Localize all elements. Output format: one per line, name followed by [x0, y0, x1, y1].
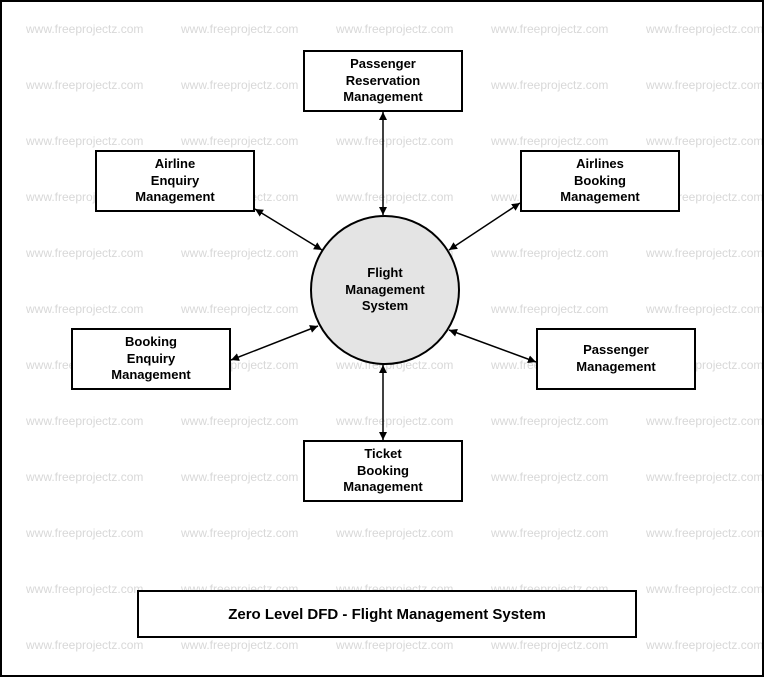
watermark-text: www.freeprojectz.com [181, 470, 298, 484]
watermark-text: www.freeprojectz.com [336, 22, 453, 36]
watermark-text: www.freeprojectz.com [491, 638, 608, 652]
entity-ticket-booking: Ticket Booking Management [303, 440, 463, 502]
watermark-text: www.freeprojectz.com [491, 470, 608, 484]
watermark-text: www.freeprojectz.com [336, 638, 453, 652]
connector-arrow [449, 330, 536, 362]
watermark-text: www.freeprojectz.com [26, 78, 143, 92]
watermark-text: www.freeprojectz.com [336, 414, 453, 428]
watermark-text: www.freeprojectz.com [646, 526, 763, 540]
watermark-text: www.freeprojectz.com [646, 302, 763, 316]
watermark-text: www.freeprojectz.com [491, 246, 608, 260]
watermark-text: www.freeprojectz.com [26, 22, 143, 36]
watermark-text: www.freeprojectz.com [646, 414, 763, 428]
entity-label: Airlines Booking Management [560, 156, 639, 207]
watermark-text: www.freeprojectz.com [26, 134, 143, 148]
watermark-text: www.freeprojectz.com [491, 302, 608, 316]
center-node-label: Flight Management System [345, 265, 424, 316]
watermark-text: www.freeprojectz.com [181, 22, 298, 36]
watermark-text: www.freeprojectz.com [646, 134, 763, 148]
watermark-text: www.freeprojectz.com [181, 302, 298, 316]
entity-label: Booking Enquiry Management [111, 334, 190, 385]
entity-label: Airline Enquiry Management [135, 156, 214, 207]
watermark-text: www.freeprojectz.com [646, 246, 763, 260]
watermark-text: www.freeprojectz.com [336, 526, 453, 540]
watermark-text: www.freeprojectz.com [26, 302, 143, 316]
entity-label: Passenger Management [576, 342, 655, 376]
center-process-node: Flight Management System [310, 215, 460, 365]
watermark-text: www.freeprojectz.com [491, 78, 608, 92]
watermark-text: www.freeprojectz.com [491, 22, 608, 36]
entity-booking-enquiry: Booking Enquiry Management [71, 328, 231, 390]
watermark-text: www.freeprojectz.com [181, 526, 298, 540]
watermark-text: www.freeprojectz.com [181, 134, 298, 148]
watermark-text: www.freeprojectz.com [26, 414, 143, 428]
watermark-text: www.freeprojectz.com [646, 22, 763, 36]
entity-airline-enquiry: Airline Enquiry Management [95, 150, 255, 212]
watermark-text: www.freeprojectz.com [491, 134, 608, 148]
watermark-text: www.freeprojectz.com [181, 638, 298, 652]
diagram-title-box: Zero Level DFD - Flight Management Syste… [137, 590, 637, 638]
watermark-text: www.freeprojectz.com [26, 638, 143, 652]
watermark-text: www.freeprojectz.com [336, 190, 453, 204]
watermark-text: www.freeprojectz.com [181, 78, 298, 92]
watermark-text: www.freeprojectz.com [26, 246, 143, 260]
watermark-text: www.freeprojectz.com [646, 470, 763, 484]
connector-arrow [231, 326, 318, 360]
connector-arrow [449, 203, 520, 250]
watermark-text: www.freeprojectz.com [646, 78, 763, 92]
diagram-title-text: Zero Level DFD - Flight Management Syste… [228, 606, 546, 623]
watermark-text: www.freeprojectz.com [491, 414, 608, 428]
watermark-text: www.freeprojectz.com [646, 582, 763, 596]
watermark-text: www.freeprojectz.com [26, 582, 143, 596]
entity-passenger-mgmt: Passenger Management [536, 328, 696, 390]
watermark-text: www.freeprojectz.com [181, 246, 298, 260]
watermark-text: www.freeprojectz.com [646, 638, 763, 652]
diagram-canvas: www.freeprojectz.com www.freeprojectz.com… [0, 0, 764, 677]
watermark-text: www.freeprojectz.com [26, 526, 143, 540]
entity-passenger-reservation: Passenger Reservation Management [303, 50, 463, 112]
watermark-text: www.freeprojectz.com [491, 526, 608, 540]
watermark-text: www.freeprojectz.com [336, 134, 453, 148]
entity-label: Passenger Reservation Management [343, 56, 422, 107]
entity-airlines-booking: Airlines Booking Management [520, 150, 680, 212]
connector-arrow [255, 209, 322, 250]
watermark-text: www.freeprojectz.com [181, 414, 298, 428]
entity-label: Ticket Booking Management [343, 446, 422, 497]
watermark-text: www.freeprojectz.com [26, 470, 143, 484]
